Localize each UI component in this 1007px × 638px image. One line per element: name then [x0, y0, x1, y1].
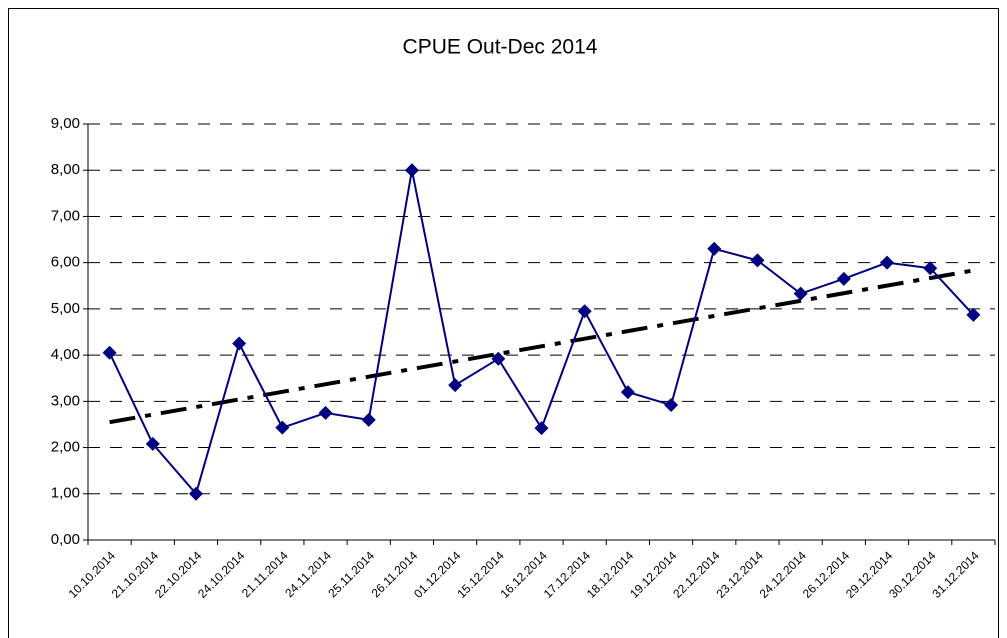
- marker: [102, 345, 117, 360]
- marker: [145, 436, 160, 451]
- y-tick-label: 5,00: [51, 300, 80, 317]
- marker: [188, 486, 203, 501]
- y-tick-label: 2,00: [51, 439, 80, 456]
- marker: [361, 412, 376, 427]
- marker: [836, 271, 851, 286]
- marker: [534, 421, 549, 436]
- marker: [880, 255, 895, 270]
- trendline: [109, 268, 974, 425]
- marker: [232, 336, 247, 351]
- y-tick-label: 8,00: [51, 161, 80, 178]
- chart-title: CPUE Out-Dec 2014: [403, 36, 598, 59]
- marker: [620, 385, 635, 400]
- y-tick-label: 4,00: [51, 346, 80, 363]
- marker: [404, 163, 419, 178]
- y-tick-label: 1,00: [51, 485, 80, 502]
- marker: [664, 398, 679, 413]
- marker: [275, 420, 290, 435]
- y-tick-label: 0,00: [51, 531, 80, 548]
- marker: [793, 286, 808, 301]
- marker: [750, 253, 765, 268]
- y-tick-label: 7,00: [51, 207, 80, 224]
- marker: [923, 261, 938, 276]
- marker: [448, 378, 463, 393]
- marker: [966, 307, 981, 322]
- chart-border: [8, 8, 999, 638]
- marker: [707, 241, 722, 256]
- y-tick-label: 3,00: [51, 392, 80, 409]
- y-tick-label: 6,00: [51, 254, 80, 271]
- marker: [577, 304, 592, 319]
- y-tick-label: 9,00: [51, 115, 80, 132]
- marker: [318, 405, 333, 420]
- marker: [491, 351, 506, 366]
